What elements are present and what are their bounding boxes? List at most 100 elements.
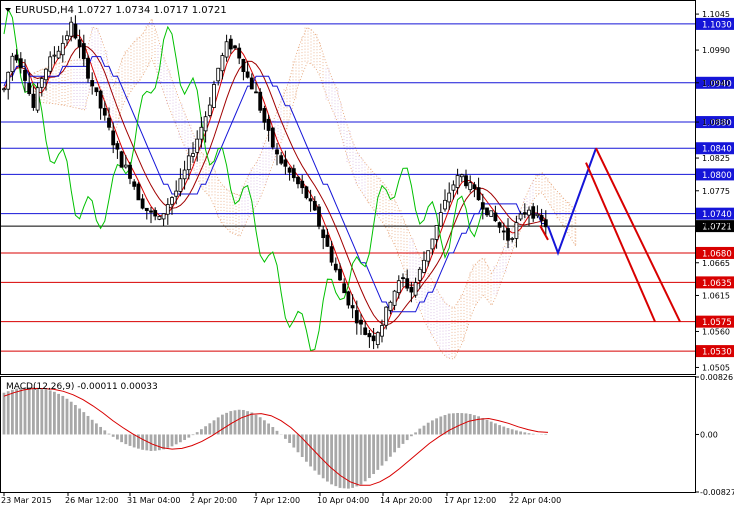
candle-body xyxy=(301,181,304,187)
macd-histogram-bar xyxy=(196,432,199,434)
time-tick-label: 2 Apr 20:00 xyxy=(190,496,237,505)
candle-body xyxy=(519,214,522,219)
candle-body xyxy=(74,24,77,38)
candle-body xyxy=(3,89,6,90)
candle-body xyxy=(87,58,90,78)
macd-histogram-bar xyxy=(166,434,169,447)
macd-histogram-bar xyxy=(91,420,94,435)
candle-body xyxy=(116,144,119,150)
macd-histogram-bar xyxy=(276,431,279,435)
macd-histogram-bar xyxy=(82,412,85,434)
macd-histogram-bar xyxy=(187,434,190,437)
candle-body xyxy=(141,199,144,208)
time-tick-label: 17 Apr 12:00 xyxy=(444,496,496,505)
candle-body xyxy=(292,169,295,178)
candle-body xyxy=(259,92,262,110)
candle-body xyxy=(326,235,329,246)
macd-histogram-bar xyxy=(32,387,35,434)
macd-histogram-bar xyxy=(171,434,174,446)
candle-body xyxy=(32,94,35,107)
macd-histogram-bar xyxy=(544,434,547,435)
macd-histogram-bar xyxy=(225,413,228,435)
macd-histogram-bar xyxy=(385,434,388,461)
macd-histogram-bar xyxy=(112,434,115,436)
candle-body xyxy=(196,139,199,152)
candle-body xyxy=(66,36,69,40)
macd-tick-label: 0.00826 xyxy=(700,373,733,382)
macd-tick-label: 0.00 xyxy=(700,430,718,439)
macd-histogram-bar xyxy=(423,426,426,435)
candle-body xyxy=(435,225,438,239)
candle-body xyxy=(221,56,224,71)
macd-histogram-bar xyxy=(322,434,325,478)
candle-body xyxy=(494,213,497,221)
macd-histogram-bar xyxy=(99,427,102,435)
candle-body xyxy=(250,78,253,89)
macd-histogram-bar xyxy=(389,434,392,456)
macd-histogram-bar xyxy=(3,393,6,435)
price-tick-label: 1.0990 xyxy=(702,46,730,55)
macd-histogram-bar xyxy=(381,434,384,465)
candle-body xyxy=(36,88,39,110)
time-tick-label: 26 Mar 12:00 xyxy=(65,496,118,505)
candle-body xyxy=(53,55,56,56)
symbol-info: EURUSD,H4 1.0727 1.0734 1.0717 1.0721 xyxy=(15,5,227,16)
candle-body xyxy=(364,328,367,335)
macd-histogram-bar xyxy=(502,427,505,435)
candle-body xyxy=(397,281,400,293)
candle-body xyxy=(381,325,384,336)
candle-body xyxy=(448,193,451,202)
time-tick-label: 10 Apr 04:00 xyxy=(317,496,369,505)
macd-histogram-bar xyxy=(49,390,52,434)
candle-body xyxy=(255,92,258,93)
macd-info: MACD(12,26,9) -0.00011 0.00033 xyxy=(6,382,158,392)
candle-body xyxy=(166,205,169,215)
macd-histogram-bar xyxy=(330,434,333,484)
candle-body xyxy=(158,216,161,219)
candle-body xyxy=(376,333,379,345)
candle-body xyxy=(271,128,274,147)
chart-header: EURUSD,H4 1.0727 1.0734 1.0717 1.0721 MA… xyxy=(5,5,227,392)
price-tick-label: 1.0880 xyxy=(702,118,730,127)
macd-histogram-bar xyxy=(7,391,10,434)
macd-histogram-bar xyxy=(473,415,476,434)
collapse-triangle-icon[interactable] xyxy=(5,8,11,12)
macd-histogram-bar xyxy=(292,434,295,447)
candle-body xyxy=(469,183,472,190)
macd-histogram-bar xyxy=(154,434,157,450)
macd-histogram-bar xyxy=(498,425,501,434)
candle-body xyxy=(402,278,405,279)
macd-histogram-bar xyxy=(120,434,123,442)
macd-histogram-bar xyxy=(431,420,434,434)
candle-body xyxy=(108,118,111,127)
candle-body xyxy=(171,198,174,205)
candle-body xyxy=(70,22,73,36)
macd-histogram-bar xyxy=(309,434,312,466)
candle-body xyxy=(129,165,132,178)
macd-histogram-bar xyxy=(490,422,493,435)
macd-histogram-bar xyxy=(452,413,455,434)
candle-body xyxy=(124,165,127,167)
candle-body xyxy=(456,176,459,188)
forecast-start xyxy=(540,225,548,239)
macd-histogram-bar xyxy=(297,434,300,452)
candle-body xyxy=(444,200,447,209)
candle-body xyxy=(528,210,531,215)
macd-histogram-bar xyxy=(351,434,354,487)
candle-body xyxy=(187,156,190,170)
candle-body xyxy=(322,230,325,238)
time-tick-label: 23 Mar 2015 xyxy=(1,496,52,505)
macd-histogram-bar xyxy=(129,434,132,445)
macd-tick-label: -0.00827 xyxy=(700,488,734,497)
candle-body xyxy=(486,208,489,215)
candlesticks xyxy=(3,15,548,349)
macd-histogram-bar xyxy=(339,434,342,487)
macd-histogram-bar xyxy=(28,387,31,434)
price-tick-label: 1.0560 xyxy=(702,327,730,336)
macd-histogram-bar xyxy=(66,399,69,435)
candle-body xyxy=(45,69,48,80)
candle-body xyxy=(103,108,106,115)
macd-histogram-bar xyxy=(481,418,484,434)
